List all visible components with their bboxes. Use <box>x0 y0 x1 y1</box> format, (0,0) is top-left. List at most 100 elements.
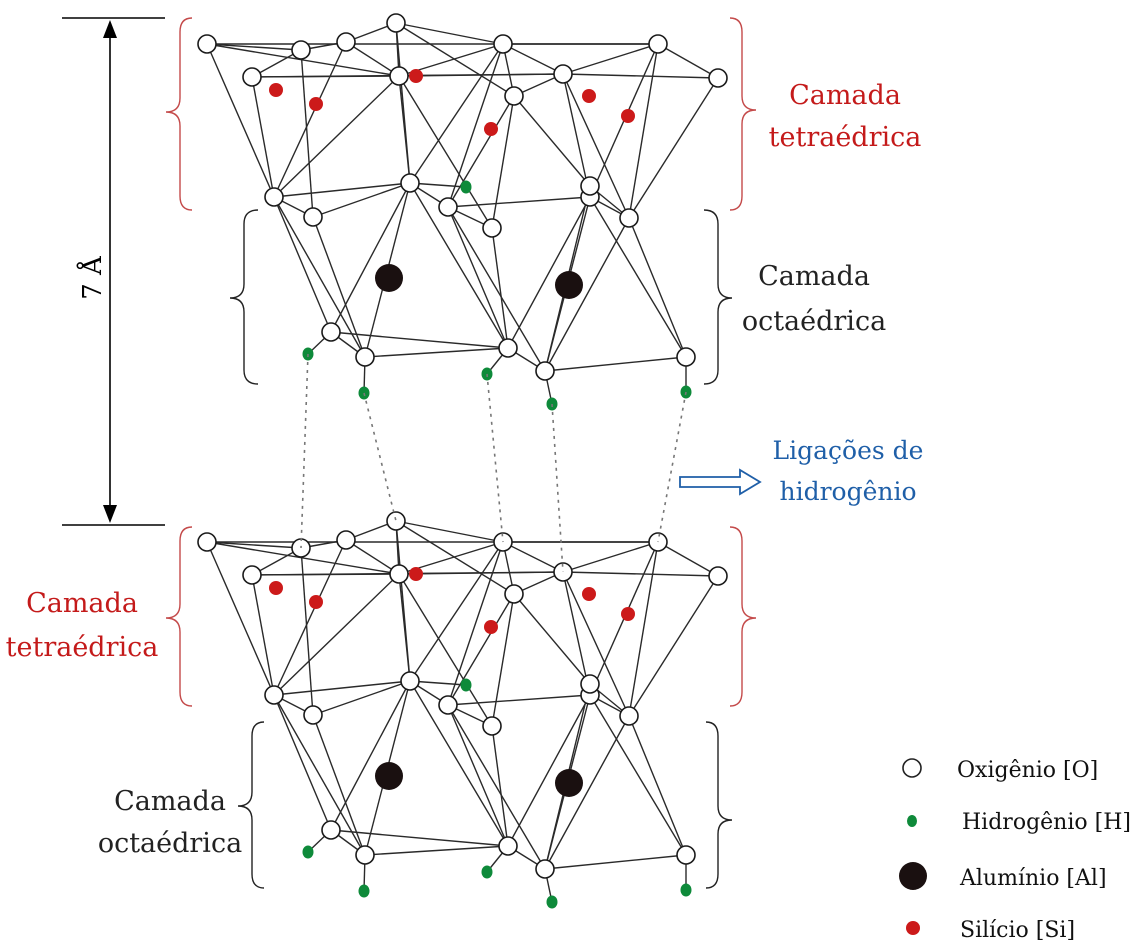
bottom-layer-bond-line <box>447 541 504 706</box>
top-layer-silicon-atom <box>484 122 498 136</box>
top-layer-silicon-atom <box>269 83 283 97</box>
top-layer-bond-line <box>206 43 275 198</box>
top-layer-bond-line <box>409 43 504 184</box>
brace-bottom-octa-left <box>237 721 265 889</box>
bottom-layer-bond-line <box>562 571 630 717</box>
legend-label-oxygen: Oxigênio [O] <box>957 758 1098 783</box>
bottom-layer-bond-line <box>300 547 314 716</box>
bottom-layer-oxygen-atom <box>389 564 409 584</box>
bottom-layer-bond-line <box>628 715 687 856</box>
bottom-layer-silicon-atom <box>484 620 498 634</box>
top-layer-bond-line <box>562 73 591 198</box>
bottom-layer-oxygen-atom <box>336 530 356 550</box>
label-top-tetra-line1: Camada <box>789 80 901 111</box>
label-bottom-tetra: Camada tetraédrica <box>6 588 159 663</box>
top-layer-bond-line <box>395 22 411 184</box>
top-layer-bond-line <box>273 41 347 198</box>
top-layer-oxygen-atom <box>291 40 311 60</box>
bottom-layer-lattice <box>197 511 728 909</box>
label-top-tetra: Camada tetraédrica <box>769 80 922 153</box>
top-layer-bond-line <box>447 206 509 349</box>
legend-label-hydrogen: Hidrogênio [H] <box>962 810 1131 835</box>
bottom-layer-bond-line <box>502 541 564 573</box>
scale-label: 7 Å <box>76 255 108 300</box>
brace-bottom-tetra-left <box>165 526 193 707</box>
hydrogen-bond-line <box>657 391 687 543</box>
top-layer-bond-line <box>273 196 332 333</box>
top-layer-oxygen-atom <box>197 34 217 54</box>
top-layer-oxygen-atom <box>482 218 502 238</box>
top-layer-bond-line <box>502 43 564 75</box>
silicon-symbol-icon <box>906 921 920 935</box>
bottom-layer-bond-line <box>273 694 332 831</box>
top-layer-bond-line <box>398 75 493 229</box>
top-layer-oxygen-atom <box>438 197 458 217</box>
top-layer-bond-line <box>491 95 515 229</box>
legend-label-aluminum: Alumínio [Al] <box>959 866 1107 891</box>
bottom-layer-silicon-atom <box>409 567 423 581</box>
legend-item-aluminum: Alumínio [Al] <box>899 862 1107 891</box>
bottom-layer-silicon-atom <box>309 595 323 609</box>
brace-top-octa-right <box>703 209 733 385</box>
bottom-layer-bond-line <box>447 704 509 847</box>
bottom-layer-bond-line <box>491 593 515 727</box>
bottom-layer-bond-line <box>330 829 509 847</box>
hydrogen-bond-line <box>551 403 564 573</box>
bottom-layer-silicon-atom <box>269 581 283 595</box>
top-layer-bond-line <box>589 196 687 358</box>
top-layer-bond-line <box>395 22 515 97</box>
top-layer-oxygen-atom <box>648 34 668 54</box>
top-layer-aluminum-atom <box>375 264 403 292</box>
label-hbond: Ligações de hidrogênio <box>773 436 924 506</box>
label-bottom-octa-line2: octaédrica <box>98 828 242 859</box>
bottom-layer-hydrogen-atom <box>481 865 493 879</box>
bottom-layer-oxygen-atom <box>264 685 284 705</box>
top-layer-bond-line <box>312 182 411 218</box>
bottom-layer-bond-line <box>447 593 515 706</box>
brace-top-octa-left <box>229 209 259 385</box>
bottom-layer-oxygen-atom <box>676 845 696 865</box>
oxygen-symbol-icon <box>902 758 922 778</box>
bottom-layer-oxygen-atom <box>482 716 502 736</box>
top-layer-bond-line <box>206 43 302 51</box>
top-layer-bond-line <box>562 73 719 79</box>
bottom-layer-oxygen-atom <box>498 836 518 856</box>
bottom-layer-oxygen-atom <box>386 511 406 531</box>
bottom-layer-bond-line <box>206 541 400 575</box>
bottom-layer-bond-line <box>273 539 347 696</box>
top-layer-bond-line <box>330 182 411 333</box>
top-layer-bond-line <box>507 196 591 349</box>
top-layer-bond-line <box>251 76 275 198</box>
legend-item-oxygen: Oxigênio [O] <box>902 758 1098 783</box>
top-layer-oxygen-atom <box>498 338 518 358</box>
top-layer-oxygen-atom <box>504 86 524 106</box>
legend-item-silicon: Silício [Si] <box>906 918 1075 943</box>
bottom-layer-bond-line <box>544 854 687 870</box>
brace-top-tetra-right <box>729 17 757 211</box>
bottom-layer-bond-line <box>657 541 719 577</box>
top-layer-bond-line <box>544 217 630 372</box>
bottom-layer-bond-line <box>544 715 630 870</box>
bottom-layer-bond-line <box>628 541 659 717</box>
bottom-layer-hydrogen-atom <box>358 884 370 898</box>
top-layer-bond-line <box>491 227 509 349</box>
label-top-octa: Camada octaédrica <box>742 261 886 337</box>
bottom-layer-oxygen-atom <box>619 706 639 726</box>
label-hbond-line1: Ligações de <box>773 436 924 465</box>
top-layer-oxygen-atom <box>321 322 341 342</box>
aluminum-symbol-icon <box>899 862 927 890</box>
bottom-layer-bond-line <box>513 593 591 685</box>
bottom-layer-bond-line <box>409 680 509 847</box>
bottom-layer-bond-line <box>409 541 504 682</box>
top-layer-bond-line <box>544 356 687 372</box>
bottom-layer-oxygen-atom <box>303 705 323 725</box>
bottom-layer-bond-line <box>345 539 400 575</box>
bottom-layer-bond-line <box>447 694 591 706</box>
top-layer-bond-line <box>273 196 366 358</box>
top-layer-bond-line <box>628 217 687 358</box>
label-top-tetra-line2: tetraédrica <box>769 122 922 153</box>
top-layer-oxygen-atom <box>535 361 555 381</box>
bottom-layer-aluminum-atom <box>555 769 583 797</box>
bottom-layer-bond-line <box>507 694 591 847</box>
bottom-layer-hydrogen-atom <box>302 845 314 859</box>
